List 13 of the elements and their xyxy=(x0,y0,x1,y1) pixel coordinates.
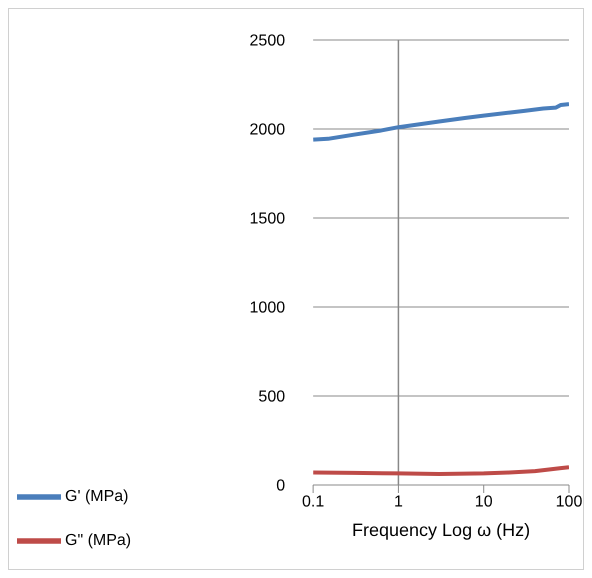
y-tick-label: 500 xyxy=(258,388,286,406)
y-tick-label: 2500 xyxy=(250,32,286,50)
legend-label: G' (MPa) xyxy=(65,488,128,506)
legend-label: G" (MPa) xyxy=(65,532,132,550)
x-axis-title: Frequency Log ω (Hz) xyxy=(352,520,530,540)
x-tick-label: 1 xyxy=(394,493,403,510)
x-tick-label: 10 xyxy=(474,493,493,510)
y-tick-label: 0 xyxy=(276,478,286,495)
y-tick-label: 1500 xyxy=(250,210,286,228)
y-tick-label: 2000 xyxy=(250,122,286,139)
y-tick-label: 1000 xyxy=(250,300,286,317)
x-tick-label: 100 xyxy=(556,493,582,510)
x-tick-label: 0.1 xyxy=(302,493,324,510)
